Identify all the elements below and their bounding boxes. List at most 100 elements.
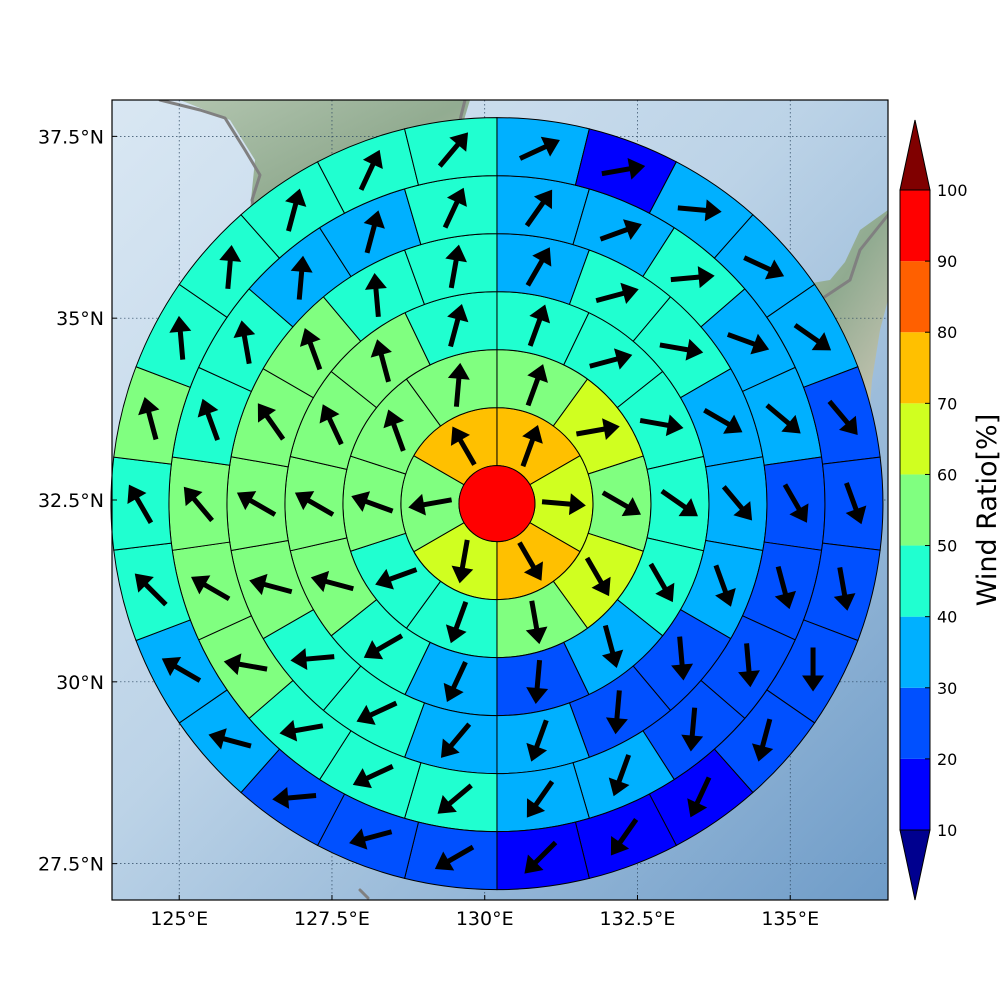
wind-arrow (352, 764, 394, 789)
wind-arrow (450, 426, 477, 466)
wind-arrow (443, 661, 468, 702)
colorbar-tick-label: 70 (937, 394, 957, 413)
wind-arrow (440, 722, 472, 758)
wind-arrow (659, 338, 704, 361)
wind-arrow (601, 157, 646, 180)
wind-arrow (525, 600, 548, 645)
wind-arrow (670, 266, 715, 289)
wind-arrow (279, 719, 324, 742)
wind-arrow (660, 488, 698, 517)
wind-arrow (442, 187, 467, 229)
wind-arrow (451, 539, 474, 584)
wind-arrow (356, 700, 398, 725)
colorbar-frame (899, 189, 931, 831)
y-tick-label: 27.5°N (38, 854, 104, 876)
wind-arrow (677, 199, 722, 222)
wind-arrow (294, 491, 335, 517)
wind-arrow (584, 556, 611, 597)
x-tick-label: 130°E (456, 908, 514, 930)
wind-arrow (437, 783, 473, 814)
wind-arrow (249, 573, 293, 596)
wind-arrow (713, 564, 736, 607)
wind-ratio-sector (403, 762, 498, 833)
wind-arrow (520, 424, 543, 468)
wind-arrow (447, 362, 470, 407)
wind-arrow (743, 255, 785, 280)
colorbar-tick-label: 100 (937, 181, 968, 200)
wind-arrow (526, 659, 549, 704)
wind-arrow (191, 575, 231, 602)
wind-arrow (363, 210, 385, 254)
colorbar-tick-label: 90 (937, 252, 957, 271)
colorbar-bin (900, 190, 930, 262)
wind-arrow (738, 643, 760, 688)
wind-arrow (445, 244, 467, 289)
colorbar-tick-label: 10 (937, 821, 957, 840)
wind-arrow (236, 491, 277, 517)
wind-arrow (290, 255, 313, 300)
wind-arrow (183, 486, 215, 523)
wind-arrow (208, 728, 252, 750)
wind-arrow (575, 418, 620, 440)
wind-arrow (434, 844, 475, 871)
wind-arrow (517, 541, 543, 581)
wind-arrow (285, 188, 307, 232)
wind-arrow (721, 485, 753, 521)
wind-ratio-sector (496, 117, 590, 186)
colorbar: 10 20 30 40 50 60 70 80 90 100 (899, 119, 968, 901)
wind-arrow (223, 653, 268, 676)
wind-arrow (134, 573, 168, 607)
wind-arrow (671, 636, 694, 681)
wind-arrow (608, 754, 632, 797)
wind-arrow (257, 403, 286, 441)
latitude-tick-labels: 37.5°N 35°N 32.5°N 30°N 27.5°N (38, 126, 117, 876)
colorbar-tick-label: 40 (937, 608, 957, 627)
wind-arrow (349, 828, 393, 850)
wind-arrow (726, 332, 770, 355)
colorbar-bin (900, 545, 930, 617)
wind-arrow (774, 565, 797, 610)
wind-ratio-sector (496, 175, 590, 246)
wind-arrow (844, 482, 867, 525)
x-tick-label: 127.5°E (294, 908, 370, 930)
wind-arrow (526, 719, 549, 762)
wind-arrow (233, 320, 256, 365)
wind-arrow (518, 136, 560, 161)
wind-arrow (370, 339, 392, 383)
wind-arrow (687, 776, 712, 818)
colorbar-bin (900, 474, 930, 546)
colorbar-bin (900, 261, 930, 333)
wind-arrow (161, 657, 202, 683)
longitude-tick-labels: 125°E 127.5°E 130°E 132.5°E 135°E (150, 895, 819, 930)
wind-arrow (383, 409, 406, 452)
wind-arrow (197, 398, 220, 441)
x-tick-label: 132.5°E (600, 908, 676, 930)
colorbar-bin (900, 616, 930, 688)
wind-arrow (610, 817, 639, 856)
y-tick-label: 32.5°N (38, 490, 104, 512)
colorbar-tick-label: 60 (937, 465, 957, 484)
wind-arrow (793, 323, 832, 351)
wind-arrow (601, 624, 624, 668)
wind-arrow (541, 493, 586, 516)
colorbar-tick-label: 30 (937, 679, 957, 698)
y-tick-label: 37.5°N (38, 126, 104, 148)
wind-arrow (524, 189, 553, 228)
y-tick-label: 30°N (56, 672, 104, 694)
colorbar-bin (900, 332, 930, 404)
wind-ratio-sector (403, 821, 498, 891)
wind-arrow (363, 633, 404, 660)
wind-arrow (639, 414, 684, 437)
y-tick-label: 35°N (56, 308, 104, 330)
wind-arrow (681, 707, 704, 752)
wind-arrow (751, 718, 774, 762)
colorbar-tick-label: 50 (937, 537, 957, 556)
wind-arrow (833, 566, 856, 611)
wind-arrow (127, 484, 154, 524)
wind-arrow (765, 403, 801, 434)
colorbar-tick-label: 20 (937, 750, 957, 769)
colorbar-title: Wind Ratio[%] (972, 414, 1000, 606)
wind-arrow (782, 483, 809, 523)
wind-arrow (272, 787, 317, 809)
